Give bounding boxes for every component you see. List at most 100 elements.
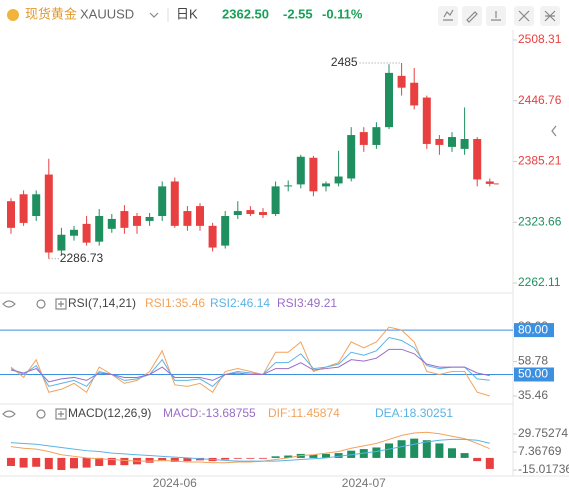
candle-body xyxy=(448,137,456,147)
candle-body xyxy=(133,215,141,226)
macd-bar xyxy=(448,448,456,458)
candle-body xyxy=(183,211,192,226)
macd-bar xyxy=(183,457,192,462)
legend-entry: DEA:18.30251 xyxy=(375,406,453,420)
y-tick-label: 2446.76 xyxy=(518,93,562,107)
legend-entry: MACD:-13.68755 xyxy=(163,406,256,420)
tool-icon xyxy=(491,11,501,21)
tool-icon xyxy=(443,9,454,21)
macd-bar xyxy=(435,443,444,458)
y-tick-label: 2508.31 xyxy=(518,32,562,46)
gear-icon[interactable] xyxy=(36,299,46,309)
side-arrow[interactable] xyxy=(551,125,557,137)
dropdown-arrow[interactable] xyxy=(149,12,159,18)
candle-body xyxy=(271,186,280,215)
candle-body xyxy=(233,211,242,216)
candle-body xyxy=(158,186,167,216)
y-tick-label: 2262.11 xyxy=(518,275,561,289)
candle-body xyxy=(57,234,66,251)
macd-bar xyxy=(372,447,381,458)
macd-bar xyxy=(120,457,129,466)
macd-bar xyxy=(473,457,482,462)
max-label: 2485 xyxy=(331,55,358,69)
candle-body xyxy=(385,72,393,128)
macd-bar xyxy=(57,457,66,470)
instrument-name[interactable]: 现货黄金 xyxy=(25,6,77,21)
eye-icon[interactable] xyxy=(2,300,16,308)
macd-bar xyxy=(322,453,330,458)
candle-body xyxy=(309,157,318,192)
candle-body xyxy=(44,174,53,253)
y-tick-label: -15.01736 xyxy=(518,462,569,476)
macd-bar xyxy=(410,438,419,458)
macd-bar xyxy=(385,443,393,458)
macd-bar xyxy=(271,456,280,458)
candle-body xyxy=(334,176,343,184)
level-label: 50.00 xyxy=(518,367,548,381)
legend-entry: RSI1:35.46 xyxy=(145,296,205,310)
x-tick-label: 2024-07 xyxy=(342,476,386,490)
tool-button[interactable] xyxy=(438,6,458,26)
macd-bar xyxy=(246,457,255,459)
rsi-title: RSI(7,14,21) xyxy=(68,296,136,310)
macd-bar xyxy=(32,457,41,467)
macd-bar xyxy=(221,457,230,460)
candle-body xyxy=(397,75,406,88)
y-tick-label: 7.36769 xyxy=(518,444,562,458)
gear-icon[interactable] xyxy=(36,409,46,419)
candle-body xyxy=(82,223,91,243)
legend-entry: RSI3:49.21 xyxy=(277,296,337,310)
add-icon[interactable] xyxy=(55,408,67,420)
legend-entry: RSI2:46.14 xyxy=(210,296,270,310)
macd-bar xyxy=(397,440,406,458)
y-tick-label: 35.46 xyxy=(518,388,548,402)
macd-bar xyxy=(19,457,28,468)
macd-bar xyxy=(82,457,91,468)
macd-line xyxy=(10,431,490,464)
macd-bar xyxy=(460,453,469,458)
rsi-header-icons xyxy=(2,298,67,310)
candle-body xyxy=(70,229,78,236)
macd-bar xyxy=(145,457,154,463)
y-tick-label: 2385.21 xyxy=(518,154,562,168)
candle-body xyxy=(19,194,28,223)
add-icon-cross xyxy=(58,411,64,417)
macd-bar xyxy=(233,457,242,459)
candle-body xyxy=(208,225,217,248)
candle-body xyxy=(107,218,116,229)
rsi-line xyxy=(10,348,490,383)
period[interactable]: 日K xyxy=(176,6,198,21)
toolbar xyxy=(438,6,560,26)
candle-body xyxy=(259,212,267,216)
tool-icon xyxy=(544,10,556,22)
y-tick-label: 58.78 xyxy=(518,354,548,368)
macd-bar xyxy=(485,457,494,469)
candle-body xyxy=(322,183,330,187)
rsi-line xyxy=(10,336,490,387)
candle-body xyxy=(95,215,104,242)
candle-body xyxy=(410,82,419,106)
macd-bar xyxy=(70,457,78,469)
candle-body xyxy=(145,216,154,221)
candle-body xyxy=(460,139,469,149)
macd-bar xyxy=(284,455,293,458)
macd-bar xyxy=(158,457,167,462)
macd-header-icons xyxy=(2,408,67,420)
macd-title: MACD(12,26,9) xyxy=(68,406,151,420)
candle-body xyxy=(435,139,444,145)
tool-icon xyxy=(518,10,530,22)
macd-bar xyxy=(259,457,267,459)
y-tick-label: 2323.66 xyxy=(518,214,562,228)
add-icon[interactable] xyxy=(55,298,67,310)
macd-bar xyxy=(422,440,431,458)
candle-body xyxy=(359,132,368,145)
macd-bar xyxy=(170,457,179,462)
level-label: 80.00 xyxy=(518,322,548,336)
eye-icon[interactable] xyxy=(2,410,16,418)
tool-button[interactable] xyxy=(462,6,482,26)
macd-bar xyxy=(44,457,53,470)
macd-bar xyxy=(107,457,116,466)
symbol[interactable]: XAUUSD xyxy=(80,6,134,21)
